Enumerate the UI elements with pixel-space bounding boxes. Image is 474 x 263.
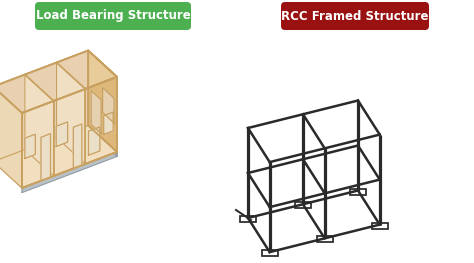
Polygon shape xyxy=(0,87,22,188)
Polygon shape xyxy=(317,236,333,242)
Polygon shape xyxy=(88,50,117,152)
Polygon shape xyxy=(89,127,100,155)
Polygon shape xyxy=(56,63,85,164)
Polygon shape xyxy=(0,50,117,113)
Polygon shape xyxy=(25,75,54,176)
FancyBboxPatch shape xyxy=(35,2,191,30)
Polygon shape xyxy=(350,189,366,195)
Polygon shape xyxy=(0,50,88,161)
Text: RCC Framed Structure: RCC Framed Structure xyxy=(281,9,429,23)
Polygon shape xyxy=(88,125,117,156)
Polygon shape xyxy=(25,134,35,158)
Text: Load Bearing Structure: Load Bearing Structure xyxy=(36,9,191,23)
Polygon shape xyxy=(262,250,278,256)
Polygon shape xyxy=(22,152,117,193)
Polygon shape xyxy=(73,124,82,169)
Polygon shape xyxy=(372,222,388,229)
Polygon shape xyxy=(22,77,117,188)
Polygon shape xyxy=(104,112,113,134)
FancyBboxPatch shape xyxy=(281,2,429,30)
Polygon shape xyxy=(0,125,117,188)
Polygon shape xyxy=(102,88,114,123)
Polygon shape xyxy=(295,202,311,208)
Polygon shape xyxy=(41,134,51,181)
Polygon shape xyxy=(240,216,256,222)
Polygon shape xyxy=(91,91,101,134)
Polygon shape xyxy=(56,122,68,146)
